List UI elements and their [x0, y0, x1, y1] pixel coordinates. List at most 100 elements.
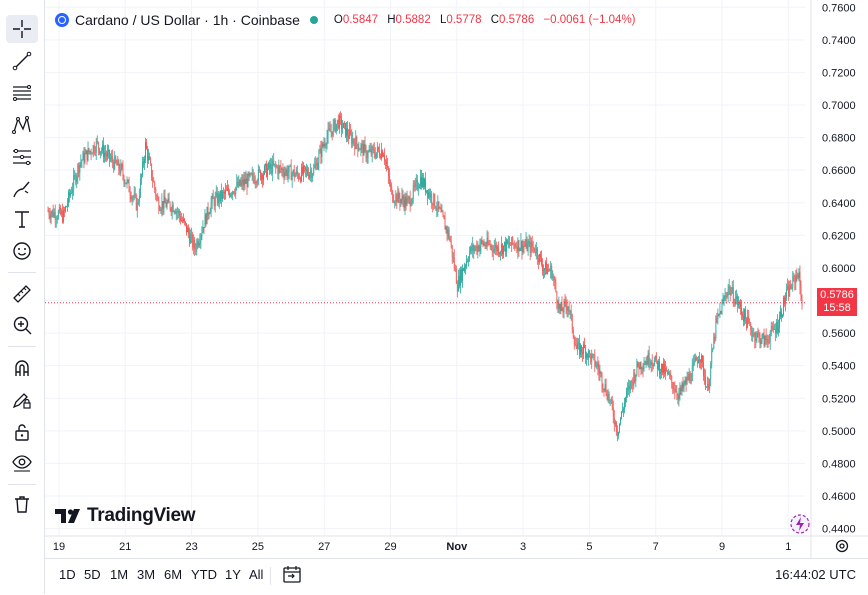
candle-body: [750, 323, 752, 331]
candle-body: [754, 333, 756, 342]
candle-body: [511, 237, 513, 246]
candle-body: [270, 164, 272, 169]
candle-body: [318, 153, 320, 163]
candle-body: [646, 361, 648, 365]
candle-body: [236, 181, 238, 188]
candle-body: [231, 194, 233, 195]
candle-body: [532, 247, 534, 248]
zoom-in-icon[interactable]: [6, 311, 38, 339]
candle-body: [679, 387, 681, 395]
range-all[interactable]: All: [249, 567, 264, 582]
candle-body: [237, 181, 239, 187]
candle-body: [315, 162, 317, 166]
candle-body: [500, 251, 501, 254]
x-tick-label: Nov: [446, 541, 468, 553]
candle-body: [152, 178, 154, 182]
lightning-icon[interactable]: [789, 513, 811, 535]
tradingview-branding[interactable]: TradingView: [55, 505, 196, 527]
candle-body: [757, 332, 759, 334]
candle-body: [436, 209, 438, 211]
lock-pencil-icon[interactable]: [6, 386, 38, 414]
emoji-icon[interactable]: [6, 237, 38, 265]
candle-body: [389, 175, 391, 185]
candle-body: [107, 151, 108, 157]
candle-body: [49, 215, 51, 219]
candle-body: [766, 339, 768, 340]
crosshair-icon[interactable]: [6, 15, 38, 43]
range-5d[interactable]: 5D: [84, 567, 101, 582]
chart-area[interactable]: 0.7600 0.7400 0.7200 0.7000 0.6800 0.6600 0.64…: [45, 0, 868, 594]
candle-body: [747, 316, 749, 328]
candle-body: [185, 221, 186, 224]
candle-body: [308, 174, 310, 178]
candle-body: [745, 309, 747, 319]
range-6m[interactable]: 6M: [164, 567, 183, 582]
utc-clock[interactable]: 16:44:02 UTC: [775, 567, 856, 582]
trend-line-icon[interactable]: [6, 47, 38, 75]
candle-body: [359, 149, 361, 151]
candle-body: [160, 209, 162, 211]
candle-body: [713, 336, 715, 349]
candle-body: [635, 374, 637, 382]
candle-body: [442, 211, 444, 216]
brush-icon[interactable]: [6, 175, 38, 203]
candle-body: [337, 119, 339, 128]
candle-body: [735, 296, 737, 299]
candle-body: [725, 295, 727, 297]
prediction-icon[interactable]: [6, 143, 38, 171]
candle-body: [331, 131, 333, 136]
candle-body: [342, 127, 343, 130]
gear-icon[interactable]: [833, 537, 851, 555]
candle-body: [695, 357, 697, 361]
candle-body: [309, 173, 311, 178]
candle-body: [718, 313, 720, 315]
range-ytd[interactable]: YTD: [191, 567, 217, 582]
candle-body: [770, 326, 772, 335]
candle-body: [407, 198, 409, 199]
candle-body: [586, 353, 588, 359]
candle-body: [424, 179, 425, 188]
candle-body: [568, 306, 570, 312]
candle-body: [158, 200, 160, 211]
candle-body: [324, 144, 326, 146]
candle-body: [536, 248, 538, 259]
trash-icon[interactable]: [6, 490, 38, 518]
candle-body: [497, 246, 499, 255]
candlestick-chart[interactable]: 0.7600 0.7400 0.7200 0.7000 0.6800 0.6600 0.64…: [45, 0, 868, 558]
go-to-date-icon[interactable]: [282, 565, 302, 585]
candle-body: [393, 201, 395, 203]
text-icon[interactable]: [6, 205, 38, 233]
y-tick-label: 0.6000: [822, 263, 856, 275]
fib-retracement-icon[interactable]: [6, 79, 38, 107]
range-1d[interactable]: 1D: [59, 567, 76, 582]
ruler-icon[interactable]: [6, 280, 38, 308]
candle-body: [178, 211, 180, 217]
candle-body: [634, 373, 636, 382]
candle-body: [287, 172, 289, 177]
range-1m[interactable]: 1M: [110, 567, 129, 582]
drawing-toolbar: [0, 0, 45, 594]
candle-body: [255, 181, 257, 184]
x-tick-label: 21: [119, 541, 131, 553]
candle-body: [267, 168, 268, 177]
candle-body: [129, 192, 131, 196]
candle-body: [594, 355, 596, 367]
lock-icon[interactable]: [6, 418, 38, 446]
candle-body: [189, 233, 191, 244]
candle-body: [190, 235, 192, 244]
pattern-icon[interactable]: [6, 111, 38, 139]
candle-body: [673, 388, 675, 390]
range-1y[interactable]: 1Y: [225, 567, 241, 582]
candle-body: [469, 251, 471, 260]
candle-body: [575, 345, 577, 349]
candle-body: [519, 248, 521, 251]
range-3m[interactable]: 3M: [137, 567, 156, 582]
candle-body: [609, 399, 611, 401]
candle-body: [787, 286, 789, 290]
eye-icon[interactable]: [6, 448, 38, 476]
candle-body: [743, 315, 744, 322]
candle-body: [222, 191, 223, 199]
symbol-title[interactable]: Cardano / US Dollar · 1h · Coinbase: [75, 12, 300, 28]
candle-body: [249, 173, 251, 176]
magnet-icon[interactable]: [6, 354, 38, 382]
